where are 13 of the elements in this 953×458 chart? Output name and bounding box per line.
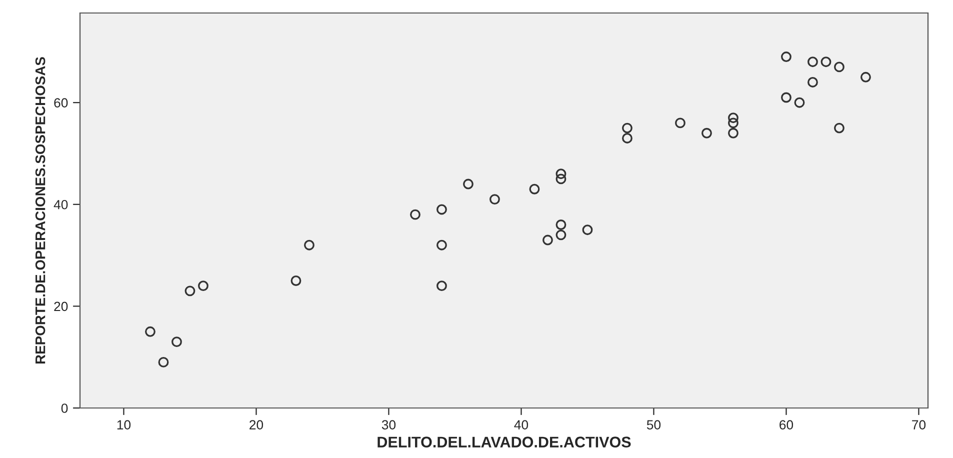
y-tick-label: 20 [54, 302, 68, 312]
x-tick-label: 30 [382, 420, 396, 430]
x-tick-label: 70 [912, 420, 926, 430]
x-axis-title: DELITO.DEL.LAVADO.DE.ACTIVOS [378, 436, 631, 448]
y-axis-title: REPORTE.DE.OPERACIONES.SOSPECHOSAS [35, 57, 46, 364]
x-tick-label: 10 [117, 420, 131, 430]
x-tick-label: 20 [250, 420, 264, 430]
y-tick-label: 60 [54, 98, 68, 108]
x-tick-label: 60 [780, 420, 794, 430]
x-tick-label: 40 [514, 420, 528, 430]
y-tick-label: 40 [54, 200, 68, 210]
y-tick-label: 0 [61, 404, 68, 413]
x-tick-label: 50 [646, 420, 661, 430]
